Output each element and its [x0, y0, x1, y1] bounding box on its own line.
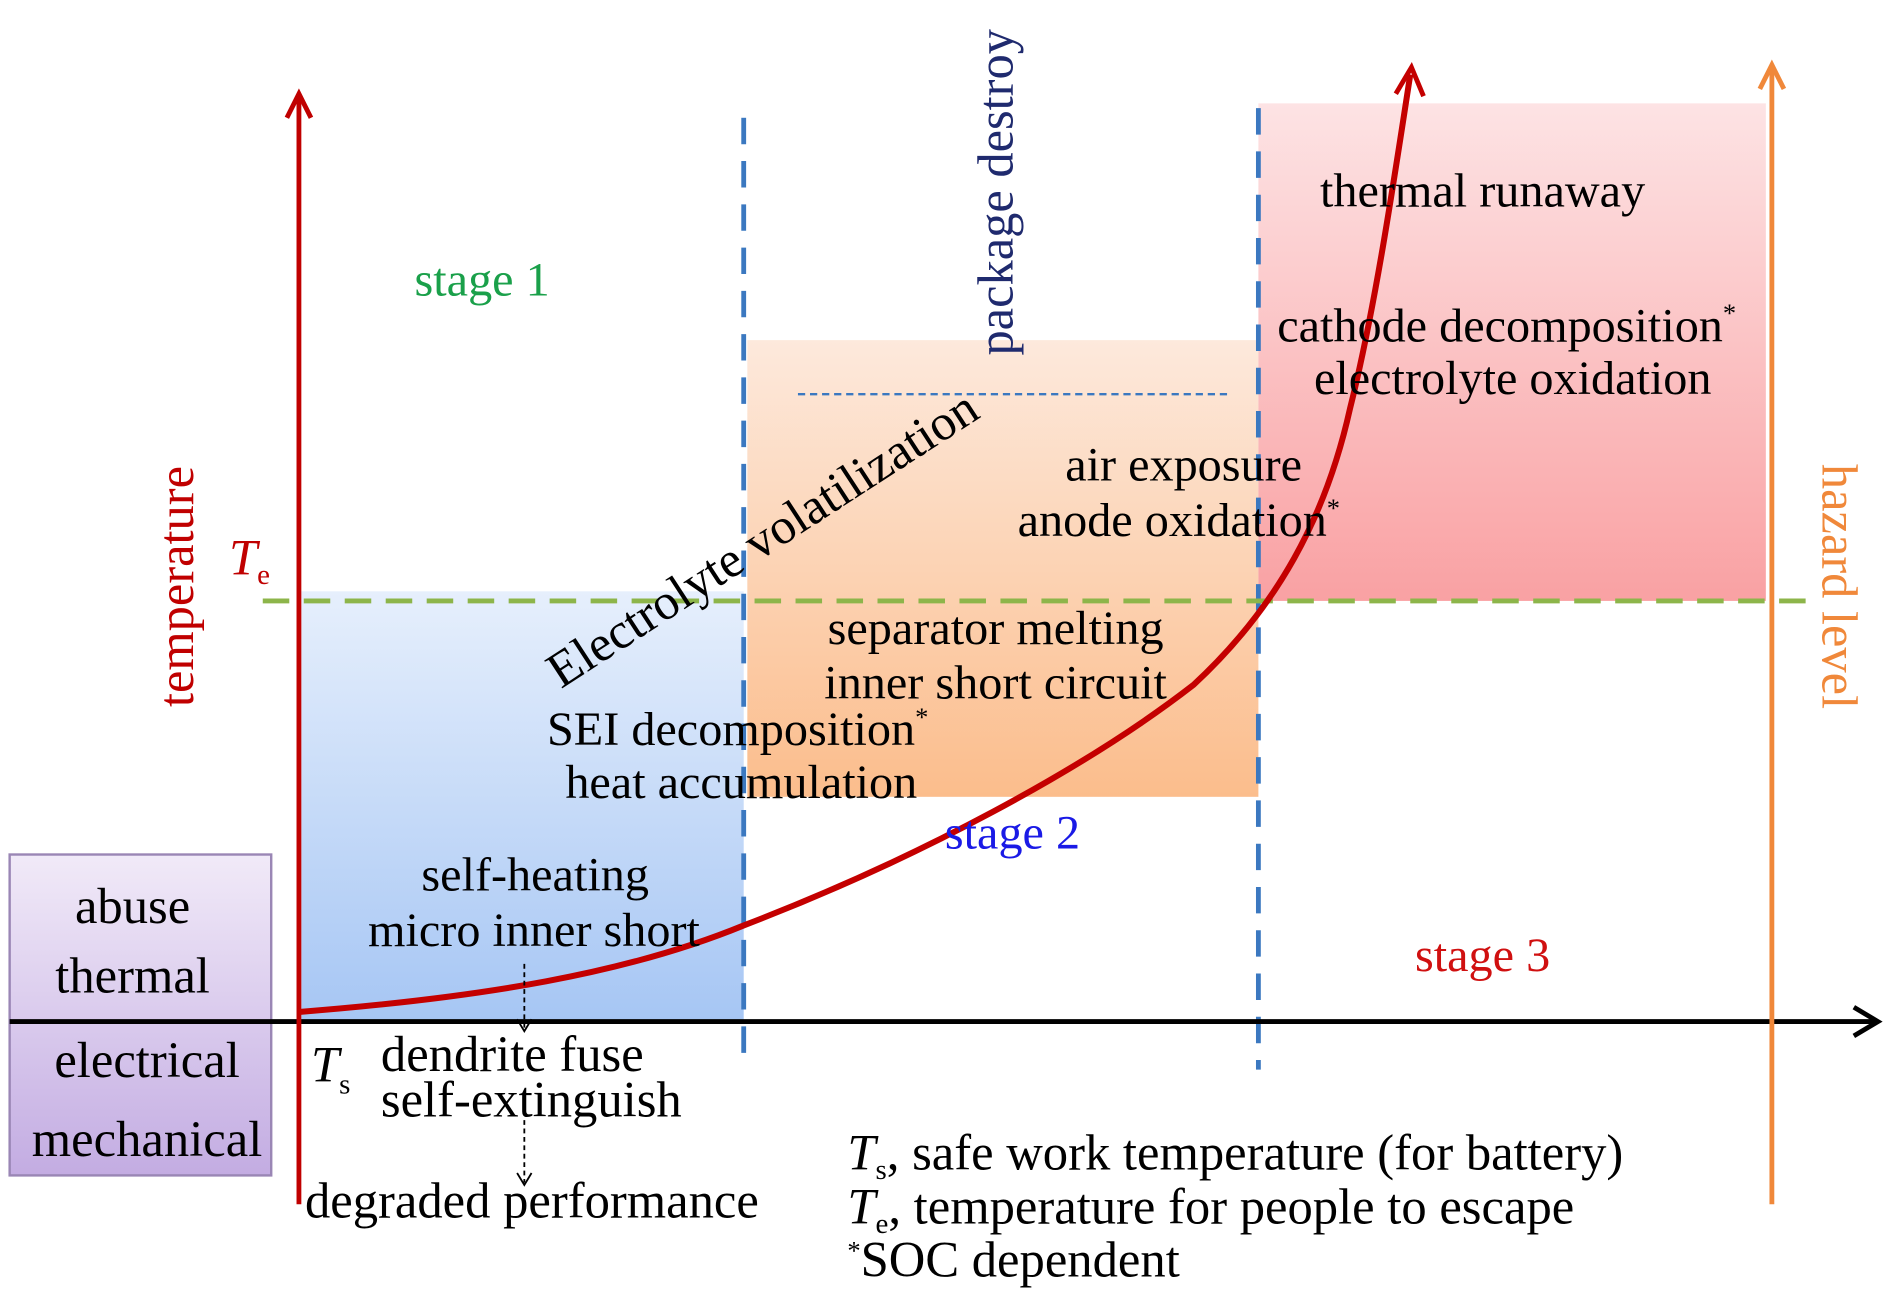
- legend-te-subscript: e: [876, 1208, 889, 1240]
- package-destroy-label: package destroy: [967, 28, 1023, 355]
- te-subscript: e: [257, 559, 270, 591]
- te-symbol: T: [229, 530, 261, 586]
- legend-ts-symbol: T: [847, 1124, 879, 1180]
- temperature-axis-arrow-icon: [284, 88, 314, 119]
- stage3-region: [1258, 103, 1766, 601]
- degraded-performance-label: degraded performance: [305, 1173, 759, 1229]
- legend-ts-text: , safe work temperature (for battery): [887, 1124, 1623, 1180]
- dendrite-arrowhead-icon: [516, 1018, 533, 1033]
- inner-short-circuit-label: inner short circuit: [824, 656, 1167, 709]
- abuse-label: abuse: [75, 878, 190, 934]
- electrolyte-oxidation-label: electrolyte oxidation: [1314, 352, 1711, 405]
- ts-label: Ts: [311, 1037, 350, 1101]
- cathode-decomposition-label: cathode decomposition*: [1277, 298, 1736, 352]
- legend-ts-subscript: s: [876, 1154, 887, 1186]
- degraded-arrowhead-icon: [516, 1172, 533, 1187]
- ts-subscript: s: [339, 1069, 350, 1101]
- temperature-label: temperature: [148, 466, 204, 707]
- anode-oxidation-text: anode oxidation: [1018, 494, 1327, 547]
- temperature-curve: [298, 74, 1414, 1015]
- stage3-label: stage 3: [1415, 929, 1550, 982]
- ts-symbol: T: [311, 1037, 343, 1093]
- heat-accumulation-label: heat accumulation: [565, 756, 917, 809]
- legend-soc-text: SOC dependent: [861, 1231, 1180, 1287]
- soc-asterisk: *: [915, 702, 928, 732]
- abuse-box: [8, 853, 273, 1177]
- legend-te: Te, temperature for people to escape: [847, 1179, 1574, 1241]
- legend-ts: Ts, safe work temperature (for battery): [847, 1124, 1623, 1186]
- hazard-level-label: hazard level: [1811, 464, 1867, 709]
- thermal-runaway-label: thermal runaway: [1320, 165, 1645, 218]
- self-heating-label: self-heating: [421, 849, 649, 902]
- anode-oxidation-label: anode oxidation*: [1018, 493, 1340, 547]
- dendrite-fuse-label: dendrite fuse: [381, 1026, 644, 1082]
- cathode-decomposition-text: cathode decomposition: [1277, 299, 1723, 352]
- legend-soc-star: *: [847, 1236, 860, 1266]
- self-extinguish-label: self-extinguish: [381, 1072, 682, 1128]
- legend-te-text: , temperature for people to escape: [888, 1179, 1574, 1235]
- sei-decomposition-label: SEI decomposition*: [547, 702, 928, 756]
- x-axis-arrow-icon: [1852, 1005, 1883, 1039]
- te-label: Te: [229, 530, 270, 592]
- air-exposure-label: air exposure: [1065, 439, 1302, 492]
- soc-asterisk: *: [1723, 298, 1736, 328]
- sei-decomposition-text: SEI decomposition: [547, 703, 915, 756]
- stage2-label: stage 2: [945, 807, 1080, 860]
- legend-te-symbol: T: [847, 1179, 879, 1235]
- separator-melting-label: separator melting: [828, 602, 1164, 655]
- micro-inner-short-label: micro inner short: [368, 904, 701, 957]
- stage2-region: [747, 340, 1259, 797]
- soc-asterisk: *: [1327, 493, 1340, 523]
- stage1-label: stage 1: [415, 254, 550, 307]
- hazard-axis-arrow-icon: [1757, 59, 1787, 91]
- curve-arrow-icon: [1393, 61, 1426, 98]
- thermal-label: thermal: [55, 948, 210, 1004]
- legend: Ts, safe work temperature (for battery) …: [847, 1124, 1623, 1287]
- mechanical-label: mechanical: [32, 1111, 262, 1167]
- legend-soc: *SOC dependent: [847, 1231, 1179, 1287]
- electrical-label: electrical: [54, 1032, 239, 1088]
